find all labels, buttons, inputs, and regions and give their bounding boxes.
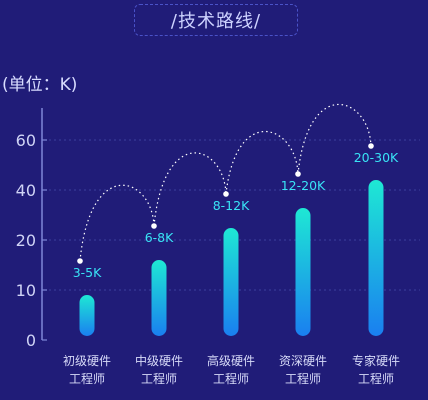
bar xyxy=(295,208,311,336)
route-arc xyxy=(225,131,299,195)
y-tick-label: 0 xyxy=(26,331,36,350)
value-label: 6-8K xyxy=(145,230,174,245)
category-label: 专家硬件 xyxy=(352,353,400,368)
bar xyxy=(151,260,167,336)
title-box: /技术路线/ xyxy=(134,4,298,36)
category-label: 工程师 xyxy=(141,371,177,386)
category-label: 工程师 xyxy=(69,371,105,386)
category-label: 初级硬件 xyxy=(63,354,111,368)
category-label: 中级硬件 xyxy=(135,353,183,368)
bar xyxy=(223,228,239,336)
page-title: /技术路线/ xyxy=(170,11,262,32)
category-label: 工程师 xyxy=(213,371,249,386)
y-tick-label: 20 xyxy=(16,231,36,250)
category-label: 工程师 xyxy=(358,371,394,386)
route-arc xyxy=(297,103,372,175)
category-label: 高级硬件 xyxy=(207,353,255,368)
bar xyxy=(79,295,95,336)
route-arc xyxy=(153,152,227,227)
value-label: 8-12K xyxy=(213,198,250,213)
route-arc xyxy=(79,184,155,262)
value-label: 12-20K xyxy=(281,178,326,193)
y-tick-label: 10 xyxy=(16,281,36,300)
y-tick-label: 60 xyxy=(16,131,36,150)
y-tick-label: 40 xyxy=(16,181,36,200)
value-label: 3-5K xyxy=(73,265,102,280)
bar xyxy=(368,180,384,336)
category-label: 工程师 xyxy=(285,371,321,386)
unit-label: (单位：K) xyxy=(2,75,78,95)
value-label: 20-30K xyxy=(354,150,399,165)
category-label: 资深硬件 xyxy=(279,354,327,368)
